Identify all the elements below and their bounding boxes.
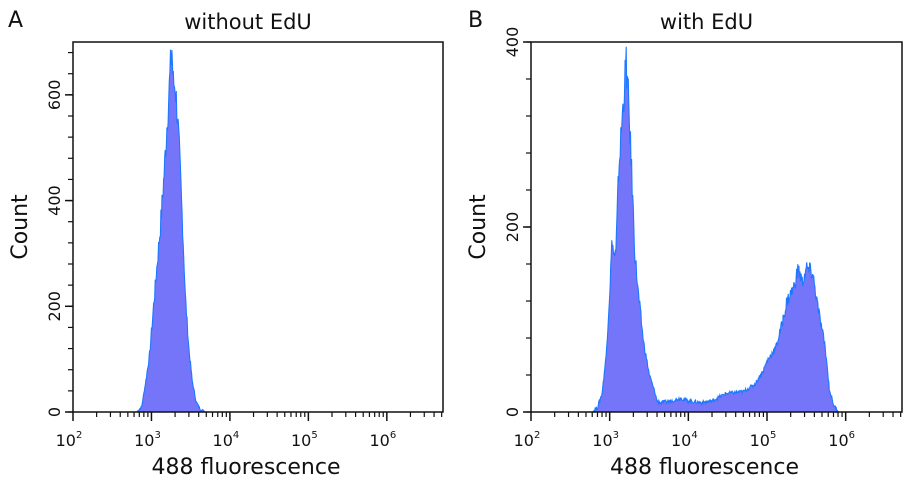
plot-frame [530,41,903,413]
x-tick-label: 103 [592,430,619,450]
y-axis-label: Count [466,194,491,260]
x-tick-label: 105 [750,430,777,450]
y-tick-label: 200 [503,212,522,243]
histogram-line [136,49,207,413]
histogram-line [592,46,839,414]
y-tick-label: 0 [503,407,522,417]
plot-frame [72,41,444,413]
x-tick-label: 103 [134,430,161,450]
panel-a: 102 103 104 105 106 0 200 400 600 A without EdU 488… [8,8,444,480]
y-tick-label: 400 [503,27,522,58]
panel-label: A [8,8,23,33]
histogram-fill [136,49,207,412]
histogram-fill [592,46,839,412]
x-tick-label: 102 [514,430,541,450]
y-tick-label: 200 [45,291,64,322]
y-tick-label: 600 [45,80,64,111]
panel-b: 102 103 104 105 106 0 200 400 B with EdU 488 fluor… [466,8,903,480]
chart-title: with EdU [660,10,753,34]
y-tick-label: 400 [45,185,64,216]
x-tick-label: 105 [291,430,318,450]
panel-label: B [468,8,483,33]
x-tick-label: 106 [828,430,855,450]
x-tick-label: 104 [213,430,240,450]
y-tick-label: 0 [45,407,64,417]
x-tick-label: 104 [671,430,698,450]
y-axis-label: Count [8,194,33,260]
x-tick-label: 106 [369,430,396,450]
x-tick-label: 102 [56,430,83,450]
x-axis-label: 488 fluorescence [151,455,340,480]
x-axis-label: 488 fluorescence [610,455,799,480]
chart-title: without EdU [184,10,312,34]
